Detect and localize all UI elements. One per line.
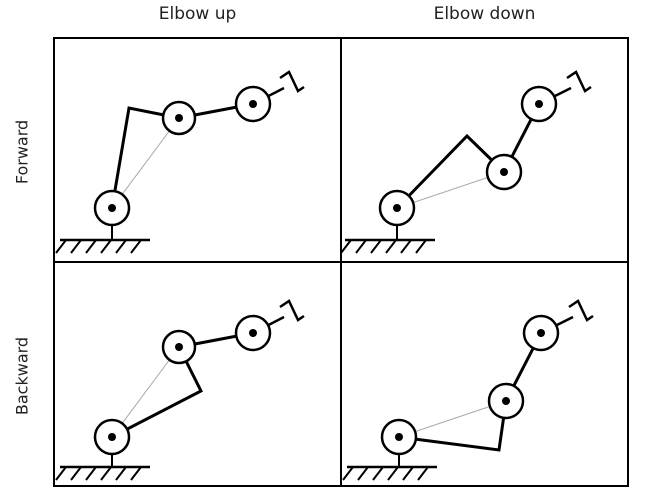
robot-arm-forward-elbow-down [339,70,592,255]
panel-backward-elbow-up [53,261,342,487]
column-title-elbow-up: Elbow up [158,4,237,24]
robot-arm-forward-elbow-up [54,70,305,255]
panel-forward-elbow-up [53,37,342,263]
robot-arm-backward-elbow-up [54,299,305,482]
column-title-elbow-down: Elbow down [433,4,536,24]
panel-forward-elbow-down [340,37,629,263]
panel-backward-elbow-down [340,261,629,487]
robot-arm-backward-elbow-down [341,299,594,482]
